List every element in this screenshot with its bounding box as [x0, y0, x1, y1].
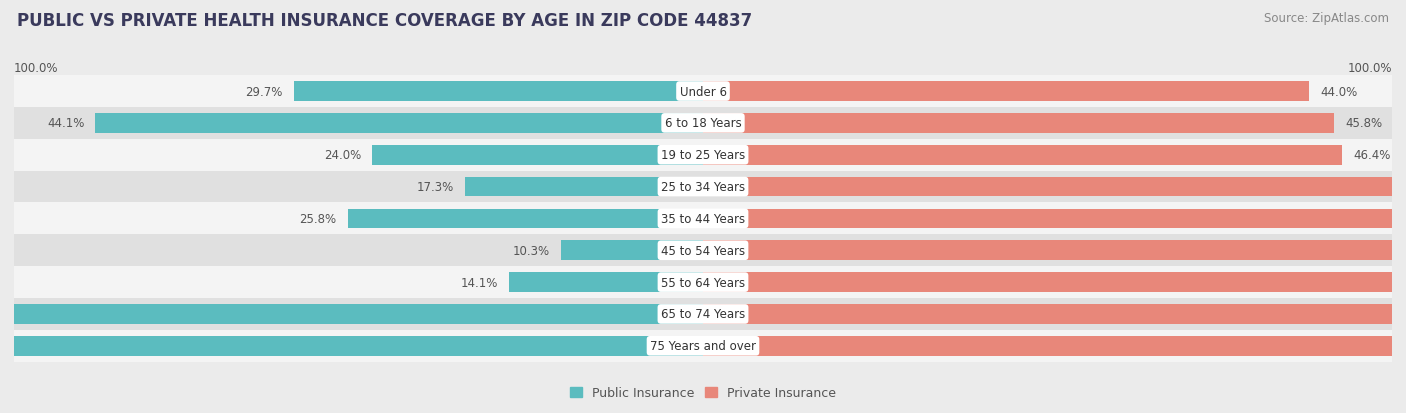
Text: 25 to 34 Years: 25 to 34 Years	[661, 180, 745, 194]
Bar	[96, 114, 703, 133]
Bar	[0, 235, 1406, 266]
Text: 46.4%: 46.4%	[1354, 149, 1391, 162]
Text: 44.0%: 44.0%	[1320, 85, 1358, 98]
Bar	[347, 209, 703, 229]
Text: 25.8%: 25.8%	[299, 212, 336, 225]
Bar	[703, 336, 1406, 356]
Legend: Public Insurance, Private Insurance: Public Insurance, Private Insurance	[565, 381, 841, 404]
Bar	[0, 76, 1406, 108]
Bar	[509, 273, 703, 292]
Text: 24.0%: 24.0%	[323, 149, 361, 162]
Text: 44.1%: 44.1%	[46, 117, 84, 130]
Text: 19 to 25 Years: 19 to 25 Years	[661, 149, 745, 162]
Bar	[703, 82, 1309, 102]
Bar	[464, 177, 703, 197]
Text: 100.0%: 100.0%	[14, 62, 59, 74]
Text: Source: ZipAtlas.com: Source: ZipAtlas.com	[1264, 12, 1389, 25]
Bar	[561, 241, 703, 261]
Bar	[703, 209, 1406, 229]
Text: 17.3%: 17.3%	[416, 180, 454, 194]
Bar	[0, 203, 1406, 235]
Bar	[0, 266, 1406, 298]
Text: 45 to 54 Years: 45 to 54 Years	[661, 244, 745, 257]
Bar	[703, 114, 1334, 133]
Text: 100.0%: 100.0%	[1347, 62, 1392, 74]
Bar	[0, 304, 703, 324]
Text: 55 to 64 Years: 55 to 64 Years	[661, 276, 745, 289]
Text: 35 to 44 Years: 35 to 44 Years	[661, 212, 745, 225]
Text: 6 to 18 Years: 6 to 18 Years	[665, 117, 741, 130]
Bar	[0, 108, 1406, 140]
Bar	[0, 171, 1406, 203]
Text: 45.8%: 45.8%	[1346, 117, 1382, 130]
Bar	[703, 273, 1406, 292]
Bar	[0, 336, 703, 356]
Text: PUBLIC VS PRIVATE HEALTH INSURANCE COVERAGE BY AGE IN ZIP CODE 44837: PUBLIC VS PRIVATE HEALTH INSURANCE COVER…	[17, 12, 752, 30]
Bar	[703, 177, 1406, 197]
Bar	[294, 82, 703, 102]
Text: 29.7%: 29.7%	[246, 85, 283, 98]
Bar	[0, 140, 1406, 171]
Bar	[703, 241, 1406, 261]
Text: 75 Years and over: 75 Years and over	[650, 339, 756, 352]
Bar	[373, 145, 703, 165]
Bar	[703, 145, 1343, 165]
Text: Under 6: Under 6	[679, 85, 727, 98]
Text: 10.3%: 10.3%	[513, 244, 550, 257]
Text: 14.1%: 14.1%	[460, 276, 498, 289]
Bar	[0, 330, 1406, 362]
Bar	[703, 304, 1406, 324]
Bar	[0, 298, 1406, 330]
Text: 65 to 74 Years: 65 to 74 Years	[661, 308, 745, 320]
